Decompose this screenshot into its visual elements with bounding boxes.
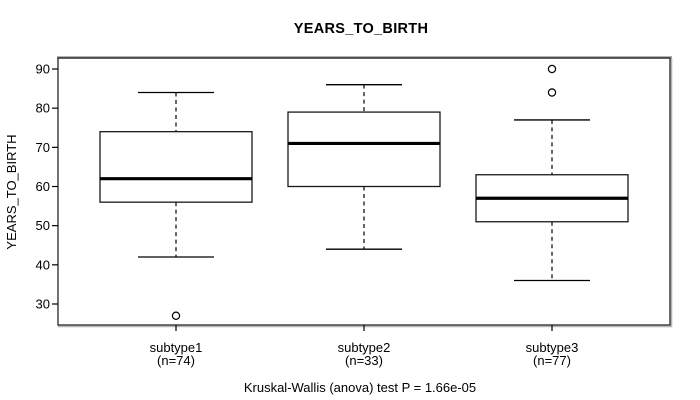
chart-title: YEARS_TO_BIRTH <box>294 21 428 37</box>
iqr-box <box>287 111 441 188</box>
axes: 30 40 50 60 70 80 90 subtype1(n=74) subtype2(n=3… <box>36 62 579 369</box>
stats-caption: Kruskal-Wallis (anova) test P = 1.66e-05 <box>244 380 476 395</box>
boxplot-subtype3 <box>475 64 629 282</box>
y-tick-label: 70 <box>36 140 50 155</box>
boxplots <box>99 64 629 320</box>
outlier-point <box>171 311 181 320</box>
x-tick-sublabel: (n=77) <box>533 353 571 368</box>
y-tick-label: 40 <box>36 257 50 272</box>
x-tick-label: subtype3 <box>526 340 579 355</box>
y-tick-label: 50 <box>36 218 50 233</box>
y-axis-title: YEARS_TO_BIRTH <box>4 134 19 249</box>
x-tick-label: subtype1 <box>150 340 203 355</box>
y-tick-label: 30 <box>36 297 50 312</box>
y-tick-label: 60 <box>36 179 50 194</box>
outlier-point <box>547 88 557 97</box>
x-tick-sublabel: (n=33) <box>345 353 383 368</box>
x-tick-label: subtype2 <box>338 340 391 355</box>
y-tick-label: 90 <box>36 62 50 77</box>
outlier-point <box>547 64 557 74</box>
x-tick-sublabel: (n=74) <box>157 353 195 368</box>
iqr-box <box>99 131 253 203</box>
boxplot-subtype1 <box>99 91 253 320</box>
y-tick-label: 80 <box>36 101 50 116</box>
boxplot-subtype2 <box>287 84 441 250</box>
